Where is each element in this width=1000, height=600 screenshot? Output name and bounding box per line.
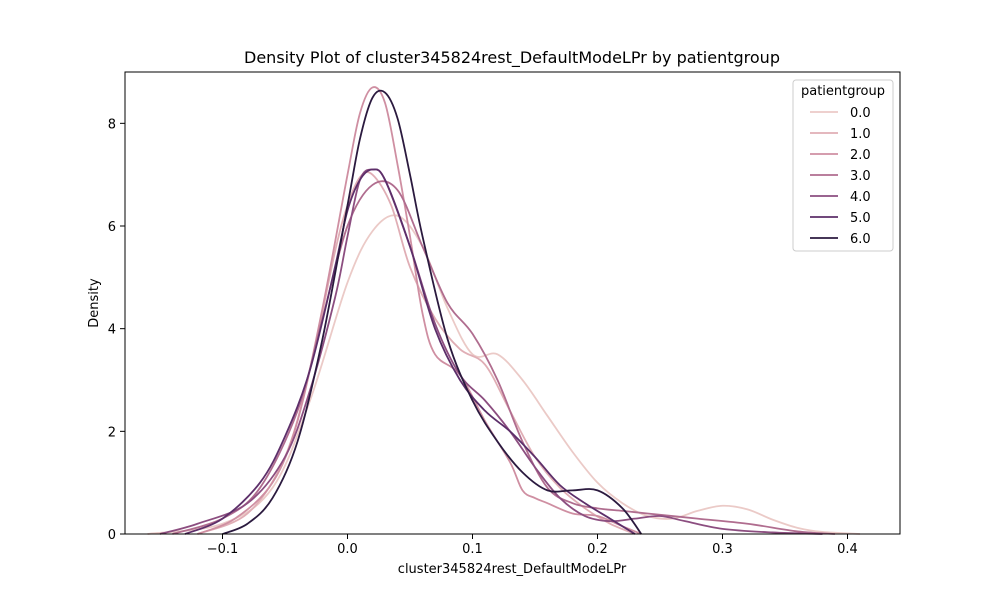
- y-tick-label: 2: [108, 425, 116, 440]
- x-tick-label: 0.3: [712, 542, 733, 557]
- x-tick-label: 0.2: [587, 542, 608, 557]
- x-tick-label: −0.1: [207, 542, 239, 557]
- legend-label: 1.0: [850, 127, 871, 142]
- y-tick-label: 4: [108, 323, 116, 338]
- legend-title: patientgroup: [801, 84, 885, 99]
- density-line-5-0: [184, 168, 636, 535]
- density-line-2-0: [197, 86, 642, 535]
- legend-label: 3.0: [850, 169, 871, 184]
- y-axis-title: Density: [87, 278, 102, 328]
- legend-label: 4.0: [850, 190, 871, 205]
- x-tick-label: 0.0: [337, 542, 358, 557]
- chart-title: Density Plot of cluster345824rest_Defaul…: [244, 48, 780, 68]
- plot-area-frame: [124, 71, 901, 535]
- legend: patientgroup 0.0 1.0 2.0 3.0 4.0 5.0 6.0: [792, 79, 894, 252]
- y-axis: 0 2 4 6 8: [108, 117, 125, 543]
- series-layer: [147, 86, 861, 535]
- density-line-6-0: [222, 89, 642, 535]
- y-tick-label: 8: [108, 117, 116, 132]
- legend-label: 5.0: [850, 211, 871, 226]
- legend-label: 2.0: [850, 148, 871, 163]
- density-line-3-0: [172, 180, 836, 535]
- x-axis: −0.1 0.0 0.1 0.2 0.3 0.4: [207, 534, 858, 557]
- density-line-4-0: [159, 168, 823, 535]
- legend-label: 6.0: [850, 232, 871, 247]
- legend-box: [792, 79, 894, 252]
- x-axis-title: cluster345824rest_DefaultModeLPr: [398, 562, 627, 577]
- x-tick-label: 0.1: [462, 542, 483, 557]
- density-line-0-0: [147, 214, 861, 535]
- y-tick-label: 6: [108, 220, 116, 235]
- legend-label: 0.0: [850, 106, 871, 121]
- x-tick-label: 0.4: [837, 542, 858, 557]
- legend-items: 0.0 1.0 2.0 3.0 4.0 5.0 6.0: [810, 106, 871, 247]
- y-tick-label: 0: [108, 528, 116, 543]
